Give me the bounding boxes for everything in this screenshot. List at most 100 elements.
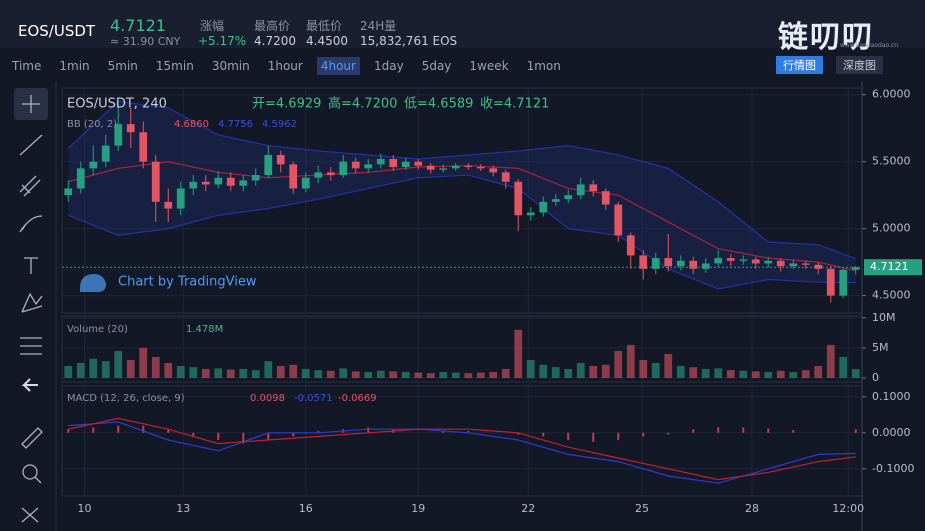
volume-bar [301,368,310,378]
legend-value: 0.0098 [250,393,285,404]
macd-line [68,421,856,484]
macd-hist [567,432,570,440]
volume-bar [676,365,685,378]
legend-value: 收=4.7121 [480,97,549,112]
timeframe-button[interactable]: 30min [211,59,250,73]
timeframe-button[interactable]: 4hour [316,57,360,75]
volume-bar [351,371,360,378]
candle-body [76,168,85,189]
candle-body [576,184,585,196]
candle-body [464,165,473,168]
volume-bar [514,329,523,378]
candle-body [276,154,285,165]
candle-body [389,158,398,168]
candle-body [601,191,610,205]
bb-lower [68,174,856,290]
timeframe-button[interactable]: 1day [373,59,404,73]
volume-bar [589,365,598,378]
volume-bar [326,370,335,378]
x-tick-label: 19 [411,502,425,515]
candle-body [426,165,435,170]
y-tick-label: 0 [872,371,879,384]
volume-bar [239,368,248,378]
label: 24H量 [360,19,397,33]
volume-bar [639,359,648,378]
legend-value: 低=4.6589 [404,97,473,112]
candle-body [101,145,110,162]
y-tick-label: 5.5000 [872,155,911,168]
volume-bar [451,372,460,378]
y-tick-label: 0.0000 [872,426,911,439]
volume-bar [164,362,173,378]
timeframe-button[interactable]: 1mon [526,59,561,73]
timeframe-button[interactable]: 5day [421,59,452,73]
x-tick-label: 28 [745,502,759,515]
timeframe-button[interactable]: 1week [469,59,509,73]
volume-bar [839,356,848,378]
macd-hist [717,427,720,433]
timeframe-button[interactable]: 1min [59,59,90,73]
volume-bar [151,356,160,378]
candle-body [701,263,710,269]
volume-bar [426,373,435,378]
volume-bar [601,364,610,378]
volume-bar [664,353,673,378]
legend-value: 4.6860 [174,119,209,130]
value: 4.7200 [254,34,296,48]
macd-hist [367,427,370,433]
volume-bar [389,371,398,378]
candle-body [164,201,173,209]
volume-bar [339,368,348,378]
value: +5.17% [198,34,247,48]
x-tick-label: 16 [299,502,313,515]
macd-hist [592,432,595,442]
macd-hist [467,431,470,433]
candle-body [239,180,248,186]
volume-bar [251,370,260,378]
label: 涨幅 [200,19,225,33]
volume-bar [176,365,185,378]
candle-body [89,161,98,169]
candle-body [614,204,623,236]
volume-bar [439,371,448,378]
y-tick-label: 10M [872,311,896,324]
candle-body [676,260,685,267]
last-price-label: 4.7121 [870,260,909,273]
volume-bar [364,371,373,378]
view-tab[interactable]: 行情图 [776,56,823,74]
timeframe-button[interactable]: 15min [155,59,194,73]
candle-body [851,267,860,270]
candle-body [139,132,148,162]
site: www.liandaodao.cn [840,42,899,49]
view-tab[interactable]: 深度图 [836,56,883,74]
volume-bar [114,350,123,378]
candle-body [564,195,573,200]
macd-hist [617,432,620,440]
volume-bar [289,364,298,378]
volume-bar [551,367,560,378]
candle-body [64,188,73,196]
label: 最高价 [254,19,291,33]
price: 4.7121 [110,16,166,35]
timeframe-button[interactable]: 1hour [267,59,303,73]
timeframe-button[interactable]: 5min [107,59,138,73]
macd-hist [692,429,695,433]
bb-label: BB (20, 2) [67,119,117,130]
bb-band [68,101,856,289]
x-tick-label: 10 [78,502,92,515]
label: 最低价 [306,19,343,33]
candle-body [401,161,410,168]
candle-body [364,164,373,169]
macd-hist [317,431,320,433]
volume-bar [276,365,285,378]
candle-body [739,259,748,261]
macd-hist [292,432,295,437]
x-tick-label: 25 [635,502,649,515]
volume-bar [139,347,148,378]
timeframe-button[interactable]: Time [12,59,42,73]
volume-bar [264,361,273,378]
volume-bar [201,368,210,378]
candle-body [264,154,273,176]
volume-bar [126,359,135,378]
volume-bar [576,362,585,378]
